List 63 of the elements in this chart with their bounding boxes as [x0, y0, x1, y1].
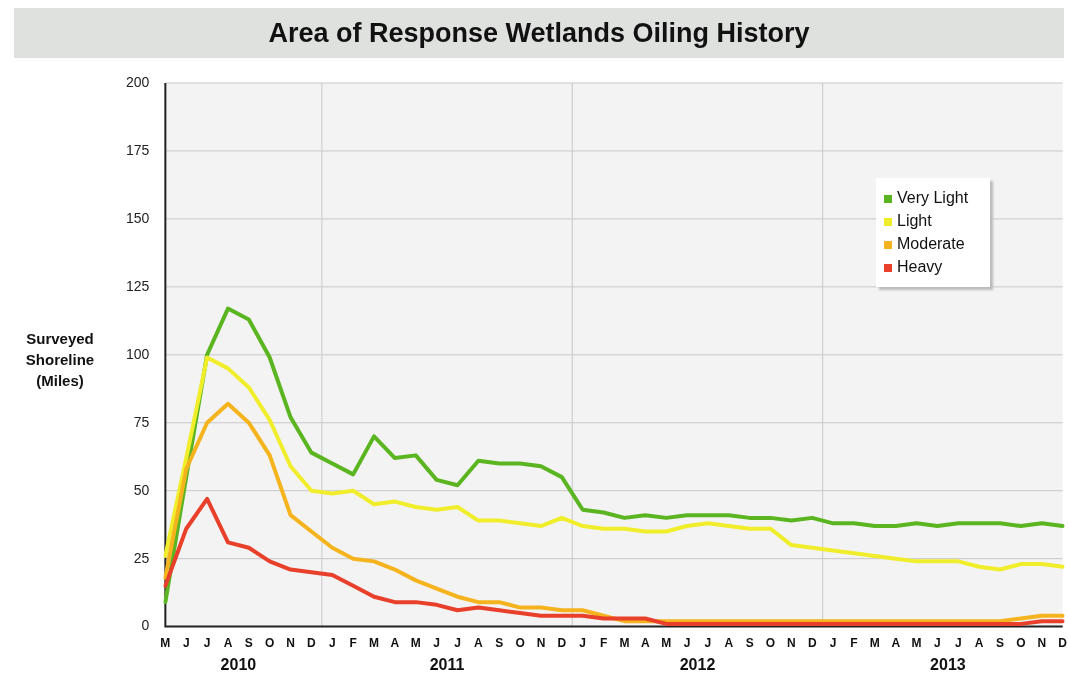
text: 2012 [679, 656, 716, 674]
x-tick-label: J [954, 636, 962, 651]
y-tick-label: 50 [133, 481, 150, 498]
x-tick-label: N [787, 636, 796, 651]
legend-label: Heavy [896, 258, 944, 276]
x-tick-label: D [557, 636, 567, 651]
x-tick-label: F [349, 636, 357, 651]
legend-label: Light [896, 212, 933, 230]
y-tick-label: 100 [126, 345, 150, 362]
x-tick-label: J [683, 636, 691, 651]
x-tick-label: N [286, 636, 295, 651]
x-tick-label: F [599, 636, 608, 651]
y-tick-label: 0 [141, 617, 150, 634]
x-tick-label: S [495, 636, 504, 651]
y-tick-label: 150 [126, 209, 150, 226]
x-tick-label: J [829, 636, 837, 651]
x-tick-label: O [765, 636, 776, 651]
chart-title: Area of Response Wetlands Oiling History [14, 8, 1064, 58]
x-tick-label: A [724, 636, 734, 651]
x-tick-label: J [454, 636, 461, 651]
text: 2011 [429, 656, 465, 674]
x-tick-label: M [619, 636, 630, 651]
legend-label: Moderate [896, 235, 966, 253]
x-tick-label: S [244, 636, 253, 651]
x-tick-label: J [182, 636, 190, 651]
x-tick-label: N [536, 636, 546, 651]
y-tick-label: 200 [126, 73, 150, 90]
x-tick-label: D [307, 636, 317, 651]
x-tick-label: N [1037, 636, 1047, 651]
x-tick-label: J [203, 636, 211, 651]
x-tick-label: F [850, 636, 858, 651]
text: 2013 [930, 656, 966, 674]
text: 2010 [220, 656, 257, 674]
x-tick-label: D [807, 636, 817, 651]
x-tick-label: J [579, 636, 587, 651]
y-tick-label: 125 [126, 277, 150, 294]
x-tick-label: O [1016, 636, 1026, 651]
y-tick-label: 175 [126, 141, 150, 158]
y-tick-label: 25 [133, 549, 150, 566]
x-tick-label: S [745, 636, 754, 651]
x-tick-label: A [974, 636, 984, 651]
x-tick-label: A [640, 636, 650, 651]
x-tick-label: M [410, 636, 421, 651]
x-tick-label: S [996, 636, 1005, 651]
x-tick-label: A [474, 636, 484, 651]
x-tick-label: A [891, 636, 901, 651]
x-tick-label: J [704, 636, 712, 651]
x-tick-label: O [515, 636, 525, 651]
x-tick-label: M [160, 636, 171, 651]
x-tick-label: M [911, 636, 922, 651]
x-tick-label: J [934, 636, 941, 651]
x-tick-label: O [265, 636, 275, 651]
x-tick-label: J [433, 636, 440, 651]
y-tick-label: 75 [133, 413, 150, 430]
y-axis-title: Surveyed Shoreline (Miles) [24, 329, 96, 391]
x-tick-label: M [869, 636, 880, 651]
x-tick-label: D [1058, 636, 1068, 651]
x-tick-label: J [328, 636, 336, 651]
x-tick-label: M [661, 636, 672, 651]
x-tick-label: A [390, 636, 400, 651]
x-tick-label: A [223, 636, 233, 651]
x-tick-label: M [369, 636, 380, 651]
legend-label: Very Light [896, 189, 969, 207]
